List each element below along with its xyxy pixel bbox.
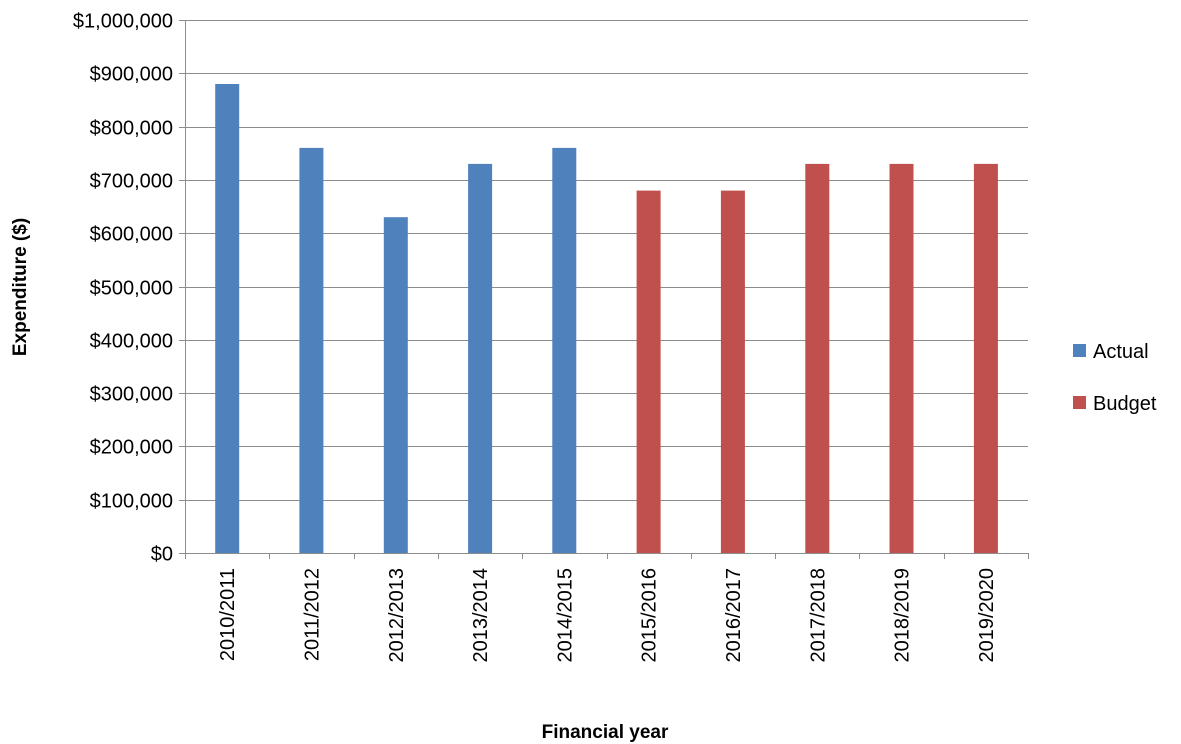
axes [185,20,1029,559]
bar-budget-2017-2018 [805,163,830,553]
x-tick-label: 2013/2014 [470,568,492,663]
bar-budget-2016-2017 [720,190,745,553]
y-tick-label: $800,000 [90,118,173,140]
legend: Actual Budget [1073,341,1157,415]
x-tick-label: 2017/2018 [807,568,829,663]
y-tick-label: $500,000 [90,278,173,300]
y-tick-label: $1,000,000 [73,11,173,33]
y-tick-label: $300,000 [90,384,173,406]
x-tick-label: 2015/2016 [639,568,661,663]
legend-item-actual: Actual [1073,341,1149,363]
x-tick-label: 2016/2017 [723,568,745,663]
bars [215,84,998,553]
legend-swatch-budget [1073,396,1086,409]
x-tick-label: 2010/2011 [217,568,239,661]
y-axis-title: Expenditure ($) [10,218,31,356]
x-tick-label: 2014/2015 [554,568,576,663]
x-tick-label: 2011/2012 [301,568,323,661]
x-tick-labels: 2010/2011 2011/2012 2012/2013 2013/2014 2014… [217,568,998,663]
legend-item-budget: Budget [1073,393,1157,415]
bar-budget-2019-2020 [973,163,998,553]
bar-budget-2015-2016 [636,190,661,553]
y-tick-label: $600,000 [90,224,173,246]
bar-budget-2018-2019 [889,163,914,553]
bar-actual-2013-2014 [468,163,493,553]
bar-actual-2014-2015 [552,147,577,553]
legend-label-actual: Actual [1093,341,1149,363]
legend-label-budget: Budget [1093,393,1157,415]
y-tick-labels: $0 $100,000 $200,000 $300,000 $400,000 $500,0… [73,11,173,566]
legend-swatch-actual [1073,344,1086,357]
bar-actual-2011-2012 [299,147,324,553]
y-tick-label: $100,000 [90,491,173,513]
gridlines [179,20,1028,554]
bar-actual-2010-2011 [215,84,240,553]
x-tick-label: 2019/2020 [976,568,998,663]
y-tick-label: $700,000 [90,171,173,193]
bar-actual-2012-2013 [383,217,408,553]
y-tick-label: $200,000 [90,437,173,459]
x-axis-title: Financial year [542,722,669,743]
y-tick-label: $0 [151,544,173,566]
x-tick-label: 2018/2019 [892,568,914,663]
x-tick-label: 2012/2013 [386,568,408,663]
y-tick-label: $400,000 [90,331,173,353]
y-tick-label: $900,000 [90,64,173,86]
